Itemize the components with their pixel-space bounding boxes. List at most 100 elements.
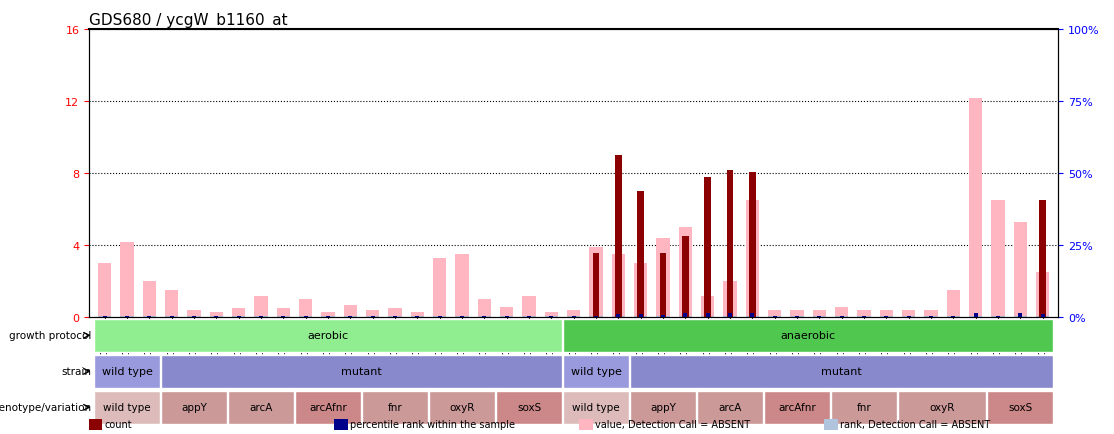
Bar bbox=[192, 317, 196, 318]
Bar bbox=[545, 316, 558, 318]
Bar bbox=[367, 310, 380, 318]
Bar bbox=[996, 317, 1000, 318]
Bar bbox=[615, 156, 622, 318]
Bar bbox=[589, 247, 603, 318]
Bar bbox=[299, 316, 312, 318]
Bar bbox=[836, 317, 849, 318]
Text: wild type: wild type bbox=[570, 366, 622, 376]
Bar bbox=[947, 291, 960, 318]
Bar bbox=[637, 192, 644, 318]
Bar bbox=[411, 316, 424, 318]
Text: oxyR: oxyR bbox=[449, 402, 475, 412]
Bar bbox=[143, 282, 156, 318]
Text: value, Detection Call = ABSENT: value, Detection Call = ABSENT bbox=[595, 420, 750, 429]
Bar bbox=[371, 317, 374, 318]
Bar bbox=[165, 316, 178, 318]
Bar bbox=[902, 310, 916, 318]
Bar bbox=[1040, 315, 1045, 318]
Bar bbox=[974, 313, 978, 318]
Bar bbox=[260, 317, 263, 318]
FancyBboxPatch shape bbox=[429, 391, 495, 424]
Bar bbox=[723, 282, 736, 318]
Bar bbox=[1014, 316, 1027, 318]
Bar bbox=[482, 317, 487, 318]
Text: count: count bbox=[105, 420, 133, 429]
Bar bbox=[812, 317, 827, 318]
Text: soxS: soxS bbox=[1008, 402, 1033, 412]
Bar bbox=[862, 317, 866, 318]
Bar bbox=[545, 312, 558, 318]
FancyBboxPatch shape bbox=[629, 355, 1054, 388]
Bar bbox=[500, 316, 514, 318]
Bar bbox=[969, 99, 983, 318]
Text: arcAfnr: arcAfnr bbox=[779, 402, 815, 412]
Bar bbox=[214, 317, 218, 318]
Bar bbox=[745, 201, 759, 318]
Bar bbox=[705, 313, 710, 318]
FancyBboxPatch shape bbox=[94, 319, 563, 352]
FancyBboxPatch shape bbox=[629, 391, 696, 424]
Bar bbox=[790, 317, 803, 318]
Text: fnr: fnr bbox=[857, 402, 871, 412]
Bar bbox=[321, 312, 335, 318]
Bar bbox=[321, 316, 335, 318]
Bar bbox=[723, 316, 736, 318]
Bar bbox=[616, 315, 620, 318]
Bar bbox=[589, 316, 603, 318]
Bar bbox=[438, 317, 442, 318]
Bar bbox=[187, 316, 201, 318]
Bar bbox=[169, 317, 174, 318]
Bar bbox=[478, 299, 491, 318]
Bar bbox=[659, 253, 666, 318]
Text: fnr: fnr bbox=[388, 402, 402, 412]
Bar bbox=[1036, 273, 1049, 318]
Bar bbox=[656, 239, 670, 318]
Bar bbox=[638, 315, 643, 318]
Bar bbox=[433, 258, 447, 318]
Bar bbox=[254, 296, 267, 318]
Text: aerobic: aerobic bbox=[307, 331, 349, 341]
Bar bbox=[165, 291, 178, 318]
Bar bbox=[773, 317, 776, 318]
Bar bbox=[344, 316, 358, 318]
Bar bbox=[682, 237, 688, 318]
Bar bbox=[749, 172, 755, 318]
Text: anaerobic: anaerobic bbox=[781, 331, 836, 341]
Bar bbox=[1014, 223, 1027, 318]
FancyBboxPatch shape bbox=[94, 391, 160, 424]
Bar bbox=[527, 317, 531, 318]
Bar bbox=[969, 316, 983, 318]
Bar bbox=[795, 317, 799, 318]
Bar bbox=[768, 317, 781, 318]
Bar bbox=[751, 313, 754, 318]
Bar bbox=[571, 317, 576, 318]
Bar bbox=[1039, 201, 1046, 318]
Bar bbox=[634, 264, 647, 318]
Bar bbox=[745, 316, 759, 318]
Bar bbox=[522, 296, 536, 318]
Text: mutant: mutant bbox=[341, 366, 382, 376]
Text: rank, Detection Call = ABSENT: rank, Detection Call = ABSENT bbox=[840, 420, 990, 429]
Bar bbox=[416, 317, 419, 318]
Bar bbox=[209, 317, 223, 318]
Bar bbox=[929, 317, 934, 318]
Bar bbox=[500, 307, 514, 318]
FancyBboxPatch shape bbox=[227, 391, 294, 424]
Bar bbox=[729, 313, 732, 318]
Bar bbox=[858, 310, 871, 318]
Bar bbox=[389, 316, 402, 318]
Bar bbox=[836, 307, 849, 318]
Bar bbox=[505, 317, 509, 318]
Bar bbox=[858, 317, 871, 318]
Bar bbox=[393, 317, 397, 318]
Bar bbox=[367, 316, 380, 318]
Text: appY: appY bbox=[182, 402, 207, 412]
FancyBboxPatch shape bbox=[362, 391, 428, 424]
Bar bbox=[902, 317, 916, 318]
FancyBboxPatch shape bbox=[94, 355, 160, 388]
FancyBboxPatch shape bbox=[696, 391, 763, 424]
FancyBboxPatch shape bbox=[831, 391, 897, 424]
Bar bbox=[282, 317, 285, 318]
FancyBboxPatch shape bbox=[496, 391, 563, 424]
Text: arcA: arcA bbox=[719, 402, 742, 412]
